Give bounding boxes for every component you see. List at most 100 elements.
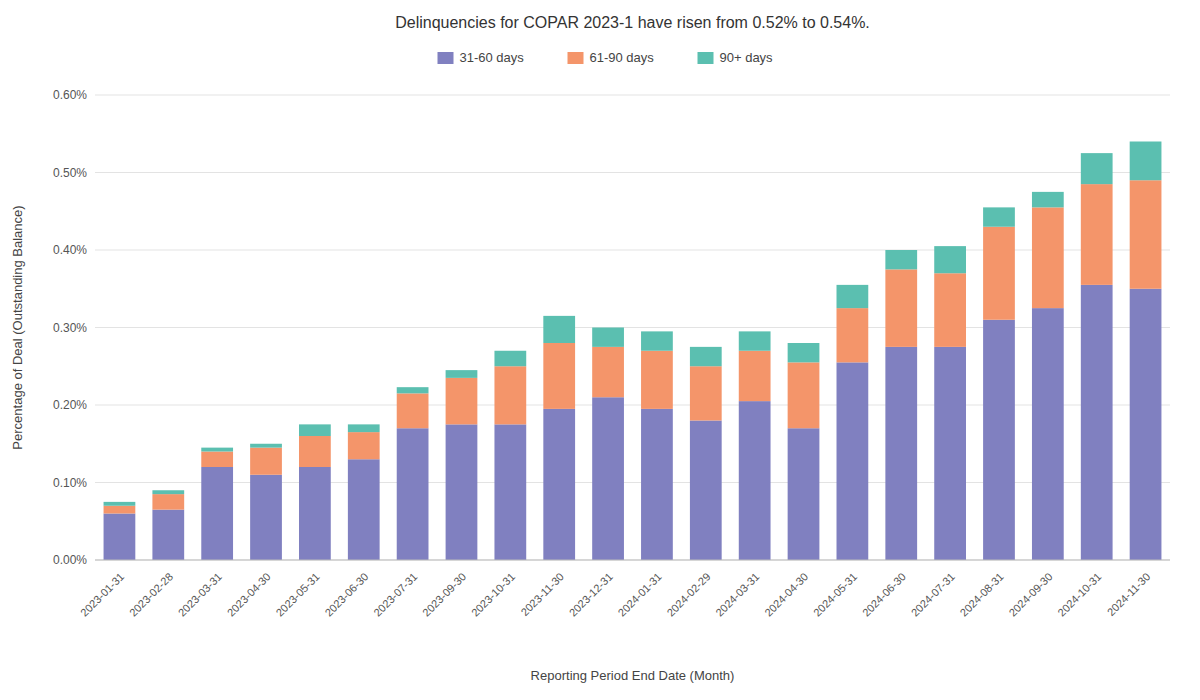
y-tick-label: 0.60% xyxy=(53,88,87,102)
y-tick-label: 0.50% xyxy=(53,166,87,180)
bar-segment xyxy=(1130,180,1162,289)
bar-segment xyxy=(543,316,575,343)
bar-segment xyxy=(494,366,526,424)
x-tick-label: 2023-12-31 xyxy=(567,570,615,618)
bar-segment xyxy=(641,409,673,560)
x-tick-label: 2024-01-31 xyxy=(616,570,664,618)
x-tick-label: 2024-05-31 xyxy=(811,570,859,618)
bar-segment xyxy=(104,502,136,506)
bar-segment xyxy=(837,362,869,560)
bar-segment xyxy=(592,397,624,560)
bar-segment xyxy=(739,401,771,560)
x-tick-label: 2024-03-31 xyxy=(713,570,761,618)
bar-segment xyxy=(104,514,136,561)
bar-segment xyxy=(104,506,136,514)
bar-segment xyxy=(494,424,526,560)
x-tick-label: 2023-04-30 xyxy=(225,570,273,618)
y-axis: 0.00%0.10%0.20%0.30%0.40%0.50%0.60% xyxy=(53,88,1170,567)
y-tick-label: 0.40% xyxy=(53,243,87,257)
legend: 31-60 days 61-90 days 90+ days xyxy=(438,50,774,65)
bar-segment xyxy=(397,428,429,560)
bar-segment xyxy=(983,320,1015,560)
legend-label: 31-60 days xyxy=(460,50,525,65)
bar-segment xyxy=(885,250,917,269)
x-axis-label: Reporting Period End Date (Month) xyxy=(531,668,735,683)
chart: Delinquencies for COPAR 2023-1 have rise… xyxy=(0,0,1200,700)
bar-segment xyxy=(641,331,673,350)
chart-title: Delinquencies for COPAR 2023-1 have rise… xyxy=(395,14,870,31)
bar-segment xyxy=(1081,153,1113,184)
bar-segment xyxy=(201,467,233,560)
bar-segment xyxy=(1032,192,1064,208)
legend-label: 61-90 days xyxy=(590,50,655,65)
bar-segment xyxy=(690,421,722,561)
bar-segment xyxy=(348,424,380,432)
x-tick-label: 2023-06-30 xyxy=(322,570,370,618)
bar-segment xyxy=(494,351,526,367)
x-tick-label: 2024-02-29 xyxy=(664,570,712,618)
bar-segment xyxy=(543,343,575,409)
bar-segment xyxy=(446,370,478,378)
bar-segment xyxy=(1130,289,1162,560)
bar-segment xyxy=(397,387,429,393)
bar-segment xyxy=(592,347,624,397)
bar-segment xyxy=(152,510,184,560)
bar-segment xyxy=(299,424,331,436)
x-tick-label: 2024-07-31 xyxy=(909,570,957,618)
x-tick-label: 2023-05-31 xyxy=(273,570,321,618)
bar-segment xyxy=(152,494,184,510)
x-tick-label: 2023-10-31 xyxy=(469,570,517,618)
y-axis-label: Percentage of Deal (Outstanding Balance) xyxy=(10,205,25,449)
y-tick-label: 0.00% xyxy=(53,553,87,567)
bar-segment xyxy=(348,432,380,459)
bar-segment xyxy=(543,409,575,560)
bar-segment xyxy=(1032,308,1064,560)
bar-segment xyxy=(690,366,722,420)
x-tick-label: 2023-03-31 xyxy=(176,570,224,618)
legend-swatch xyxy=(568,52,584,64)
legend-swatch xyxy=(438,52,454,64)
x-axis: 2023-01-312023-02-282023-03-312023-04-30… xyxy=(78,570,1152,618)
bar-segment xyxy=(837,285,869,308)
bar-segment xyxy=(592,328,624,347)
bar-segment xyxy=(250,475,282,560)
bar-segment xyxy=(299,467,331,560)
grid-line xyxy=(95,95,1170,96)
x-tick-label: 2023-09-30 xyxy=(420,570,468,618)
bar-segment xyxy=(348,459,380,560)
bar-segment xyxy=(1081,285,1113,560)
bar-segment xyxy=(837,308,869,362)
x-tick-label: 2024-10-31 xyxy=(1055,570,1103,618)
bar-segment xyxy=(446,378,478,425)
bar-segment xyxy=(788,428,820,560)
bars xyxy=(104,142,1162,561)
x-tick-label: 2023-02-28 xyxy=(127,570,175,618)
x-tick-label: 2023-07-31 xyxy=(371,570,419,618)
bar-segment xyxy=(250,448,282,475)
bar-segment xyxy=(934,246,966,273)
bar-segment xyxy=(250,444,282,448)
legend-label: 90+ days xyxy=(720,50,774,65)
x-tick-label: 2023-01-31 xyxy=(78,570,126,618)
bar-segment xyxy=(983,227,1015,320)
bar-segment xyxy=(299,436,331,467)
bar-segment xyxy=(201,448,233,452)
x-tick-label: 2023-11-30 xyxy=(518,570,566,618)
y-tick-label: 0.30% xyxy=(53,321,87,335)
bar-segment xyxy=(446,424,478,560)
x-tick-label: 2024-04-30 xyxy=(762,570,810,618)
bar-segment xyxy=(788,343,820,362)
x-tick-label: 2024-08-31 xyxy=(958,570,1006,618)
bar-segment xyxy=(934,273,966,347)
bar-segment xyxy=(1081,184,1113,285)
bar-segment xyxy=(739,331,771,350)
bar-segment xyxy=(934,347,966,560)
bar-segment xyxy=(788,362,820,428)
grid-line xyxy=(95,172,1170,173)
y-tick-label: 0.20% xyxy=(53,398,87,412)
bar-segment xyxy=(201,452,233,468)
bar-segment xyxy=(1032,207,1064,308)
x-axis-line xyxy=(95,560,1170,561)
bar-segment xyxy=(397,393,429,428)
grid-line xyxy=(95,560,1170,561)
